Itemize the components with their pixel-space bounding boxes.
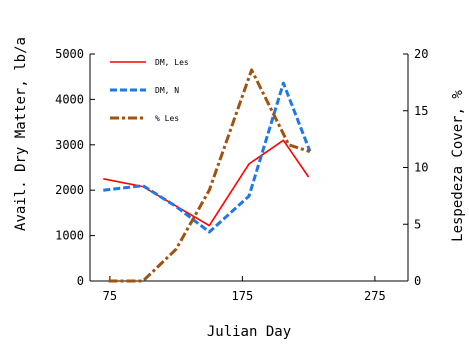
right-tick-label: 10 — [414, 161, 428, 175]
axis-titles: Julian Day Avail. Dry Matter, lb/a Lespe… — [13, 37, 466, 340]
plot-lines — [103, 68, 312, 283]
legend: DM, Les DM, N % Les — [110, 58, 189, 123]
left-tick-label: 5000 — [55, 47, 84, 61]
legend-label: DM, Les — [155, 58, 189, 67]
right-tick-label: 0 — [414, 274, 421, 288]
series-line — [103, 81, 312, 234]
axes: 0 1000 2000 3000 4000 5000 0 5 10 15 20 75 175 275 — [55, 47, 428, 303]
x-tick-label: 275 — [364, 289, 386, 303]
series-line — [108, 68, 311, 283]
right-tick-label: 20 — [414, 47, 428, 61]
left-tick-label: 3000 — [55, 138, 84, 152]
left-tick-label: 2000 — [55, 183, 84, 197]
x-tick-label: 75 — [103, 289, 117, 303]
x-axis-title: Julian Day — [207, 324, 291, 340]
legend-label: % Les — [155, 114, 179, 123]
right-axis-title: Lespedeza Cover, % — [450, 90, 466, 242]
left-tick-label: 4000 — [55, 92, 84, 106]
left-tick-label: 1000 — [55, 229, 84, 243]
right-tick-label: 15 — [414, 104, 428, 118]
left-tick-label: 0 — [77, 274, 84, 288]
series-line — [103, 139, 310, 227]
x-tick-label: 175 — [232, 289, 254, 303]
left-axis-title: Avail. Dry Matter, lb/a — [13, 37, 29, 231]
legend-label: DM, N — [155, 86, 179, 95]
right-tick-label: 5 — [414, 217, 421, 231]
